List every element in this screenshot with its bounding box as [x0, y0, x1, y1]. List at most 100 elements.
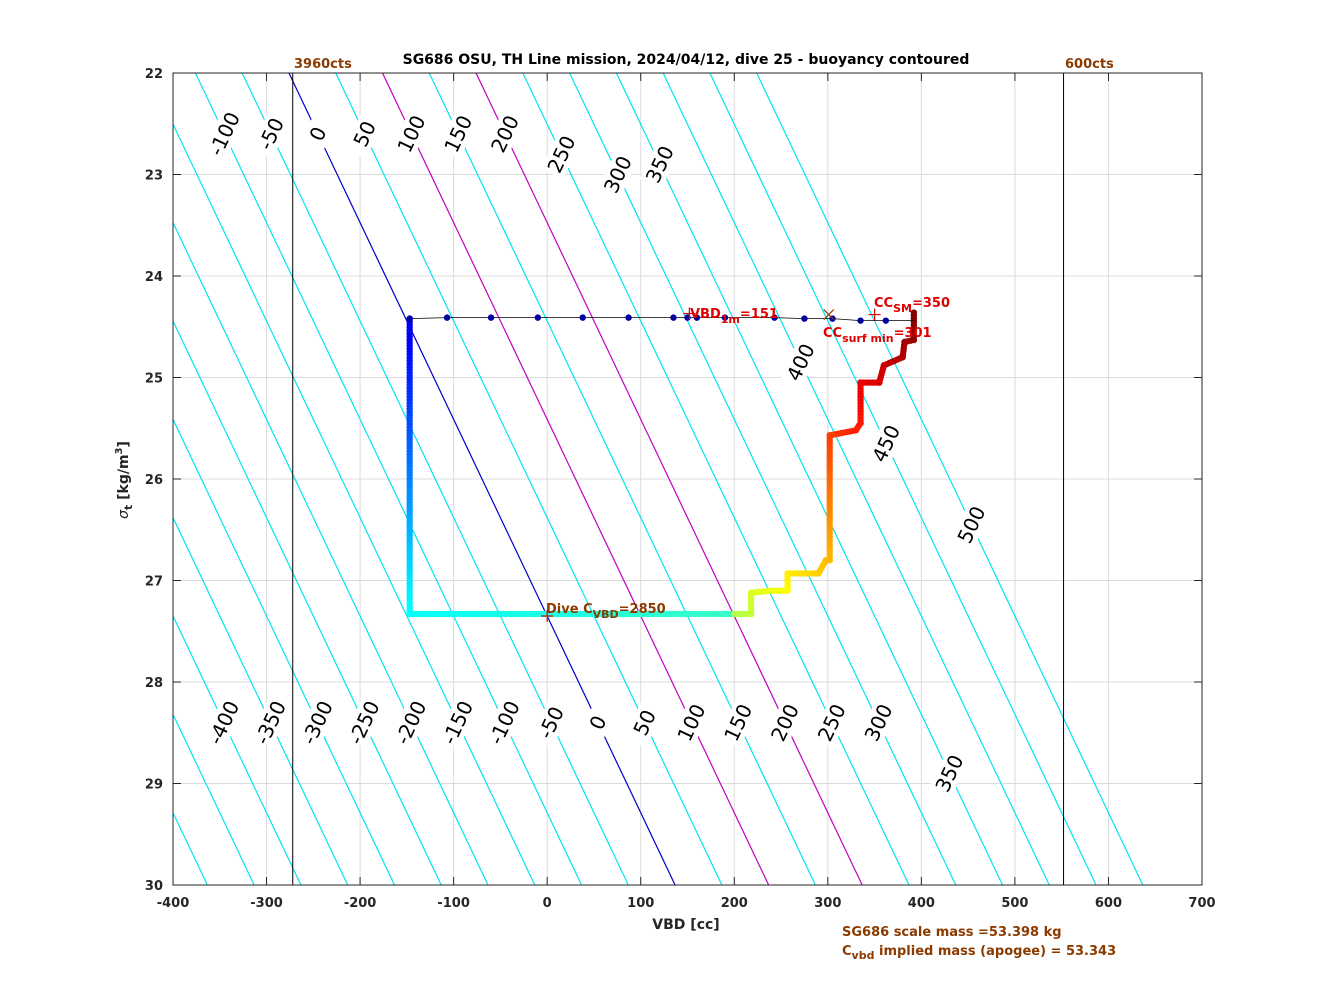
buoyancy-contour-line: [756, 73, 1144, 885]
surface-data-point: [693, 314, 701, 321]
y-tick-label: 24: [145, 270, 163, 285]
contour-label-background: [717, 697, 759, 748]
buoyancy-contour-line: [288, 73, 676, 885]
buoyancy-contour-line: [194, 73, 583, 885]
buoyancy-contour-line: [381, 73, 770, 885]
contour-label-background: [577, 697, 619, 748]
buoyancy-contour-line: [173, 122, 536, 885]
buoyancy-contour-line: [709, 73, 1097, 885]
surface-data-point: [406, 315, 413, 322]
contour-label-background: [764, 697, 806, 748]
y-axis-title: σt [kg/m3]: [114, 441, 135, 519]
y-tick-label: 26: [145, 473, 163, 488]
buoyancy-contour-line: [173, 614, 302, 885]
surface-data-point: [625, 314, 632, 321]
cc-sm-annotation: CCSM=350: [874, 296, 950, 315]
surface-data-point: [857, 317, 864, 324]
contour-label-background: [437, 697, 478, 748]
x-tick-label: 700: [1188, 896, 1215, 911]
vbd-1m-annotation: VBD1m=151: [690, 307, 778, 326]
surface-data-point: [487, 314, 495, 321]
buoyancy-contour-line: [522, 73, 910, 885]
buoyancy-contour-line: [428, 73, 816, 885]
scale-mass-text: SG686 scale mass =53.398 kg: [842, 925, 1062, 940]
y-tick-label: 29: [145, 778, 163, 793]
contour-label-background: [296, 697, 338, 748]
x-tick-label: -300: [250, 896, 283, 911]
contour-label-background: [624, 697, 665, 748]
contour-label-background: [390, 697, 432, 748]
contour-label-background: [203, 697, 244, 748]
surface-data-point: [670, 314, 677, 321]
y-tick-label: 28: [145, 676, 163, 691]
buoyancy-contour-line: [173, 712, 255, 885]
contour-label-background: [639, 139, 681, 190]
surface-trace-line: [409, 317, 914, 322]
contour-label-background: [865, 418, 907, 469]
contour-label-background: [811, 697, 853, 748]
contour-label-background: [437, 108, 479, 159]
contour-label-background: [484, 108, 526, 159]
contour-label-background: [343, 697, 385, 748]
contour-label-background: [204, 108, 245, 159]
surface-data-point: [882, 317, 890, 324]
buoyancy-contour-line: [173, 417, 396, 885]
contour-label-background: [344, 108, 385, 159]
y-tick-label: 23: [145, 169, 163, 184]
reference-markers: [541, 307, 881, 623]
x-tick-label: 500: [1001, 896, 1028, 911]
dive-data-layer: [406, 309, 918, 618]
axis-ticks: -400 -300 -200 -100 0 100 200 300 400 500 600 700 22…: [145, 67, 1216, 911]
vbd-limit-lines: [292, 73, 1065, 885]
chart-title: SG686 OSU, TH Line mission, 2024/04/12, …: [403, 52, 970, 68]
surface-data-point: [801, 315, 808, 322]
buoyancy-contour-line: [241, 73, 629, 885]
x-axis-title: VBD [cc]: [652, 917, 719, 933]
y-tick-label: 25: [145, 372, 163, 387]
implied-mass-text: Cvbd implied mass (apogee) = 53.343: [842, 944, 1116, 962]
surface-data-point: [443, 314, 451, 321]
contour-label-background: [484, 697, 525, 748]
contour-label-background: [858, 697, 899, 748]
right-limit-label: 600cts: [1065, 57, 1114, 72]
buoyancy-contour-line: [615, 73, 1004, 885]
y-tick-label: 27: [145, 575, 163, 590]
surface-data-point: [534, 314, 542, 321]
surface-data-point: [721, 314, 729, 321]
surface-data-point: [579, 314, 586, 321]
buoyancy-contour-line: [173, 221, 489, 885]
x-tick-label: -100: [437, 896, 470, 911]
cc-surf-min-marker: [823, 309, 835, 320]
contour-label-background: [541, 129, 582, 180]
contour-label-background: [597, 149, 639, 200]
buoyancy-contour-line: [662, 73, 1050, 885]
x-tick-label: 100: [627, 896, 654, 911]
buoyancy-contour-line: [173, 516, 349, 885]
x-tick-label: -200: [344, 896, 377, 911]
dive-data-point: [910, 309, 918, 316]
contour-label-background: [671, 697, 712, 748]
left-limit-label: 3960cts: [294, 57, 352, 72]
x-tick-label: 0: [543, 896, 552, 911]
dive-c-vbd-annotation: Dive CVBD=2850: [546, 602, 666, 621]
buoyancy-contour-line: [335, 73, 723, 885]
contour-label-background: [530, 697, 572, 748]
x-tick-label: 300: [814, 896, 841, 911]
y-tick-label: 30: [145, 879, 163, 894]
x-tick-label: 200: [721, 896, 748, 911]
buoyancy-contour-line: [475, 73, 863, 885]
contour-label-background: [297, 108, 339, 159]
x-tick-label: 600: [1095, 896, 1122, 911]
contour-label-background: [780, 337, 821, 388]
buoyancy-contours: [173, 73, 1144, 885]
contour-label-background: [951, 499, 992, 550]
surface-data-point: [771, 314, 778, 321]
y-tick-label: 22: [145, 67, 163, 82]
x-tick-label: -400: [157, 896, 190, 911]
contour-label-background: [250, 697, 291, 748]
contour-label-background: [391, 108, 432, 159]
buoyancy-contour-line: [569, 73, 957, 885]
buoyancy-contour-line: [173, 319, 442, 885]
cc-surf-min-annotation: CCsurf min=301: [823, 326, 932, 345]
